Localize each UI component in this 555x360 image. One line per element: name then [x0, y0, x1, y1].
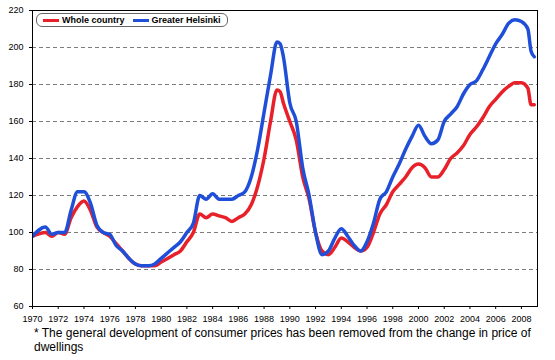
svg-text:1990: 1990 [280, 314, 300, 324]
svg-text:180: 180 [8, 79, 23, 89]
svg-text:1970: 1970 [22, 314, 42, 324]
svg-text:1982: 1982 [177, 314, 197, 324]
svg-text:1998: 1998 [383, 314, 403, 324]
svg-text:2004: 2004 [460, 314, 480, 324]
svg-text:140: 140 [8, 153, 23, 163]
svg-text:1980: 1980 [151, 314, 171, 324]
svg-text:100: 100 [8, 227, 23, 237]
svg-text:2006: 2006 [486, 314, 506, 324]
svg-text:1994: 1994 [331, 314, 351, 324]
svg-text:200: 200 [8, 42, 23, 52]
svg-text:1984: 1984 [203, 314, 223, 324]
svg-text:1974: 1974 [74, 314, 94, 324]
html-text:* The general development of c: * The general development of consumer pr… [34, 326, 531, 354]
svg-text:2008: 2008 [511, 314, 531, 324]
svg-text:1988: 1988 [254, 314, 274, 324]
svg-text:80: 80 [13, 264, 23, 274]
html-text:Whole country: Whole country [62, 15, 125, 25]
svg-text:1996: 1996 [357, 314, 377, 324]
svg-text:2002: 2002 [434, 314, 454, 324]
svg-text:220: 220 [8, 5, 23, 15]
svg-text:1986: 1986 [228, 314, 248, 324]
svg-text:2000: 2000 [408, 314, 428, 324]
html-text:Greater Helsinki: Greater Helsinki [151, 15, 221, 25]
svg-text:160: 160 [8, 116, 23, 126]
svg-text:1978: 1978 [125, 314, 145, 324]
svg-text:1972: 1972 [48, 314, 68, 324]
svg-text:1992: 1992 [306, 314, 326, 324]
svg-text:120: 120 [8, 190, 23, 200]
svg-text:1976: 1976 [100, 314, 120, 324]
svg-text:60: 60 [13, 301, 23, 311]
